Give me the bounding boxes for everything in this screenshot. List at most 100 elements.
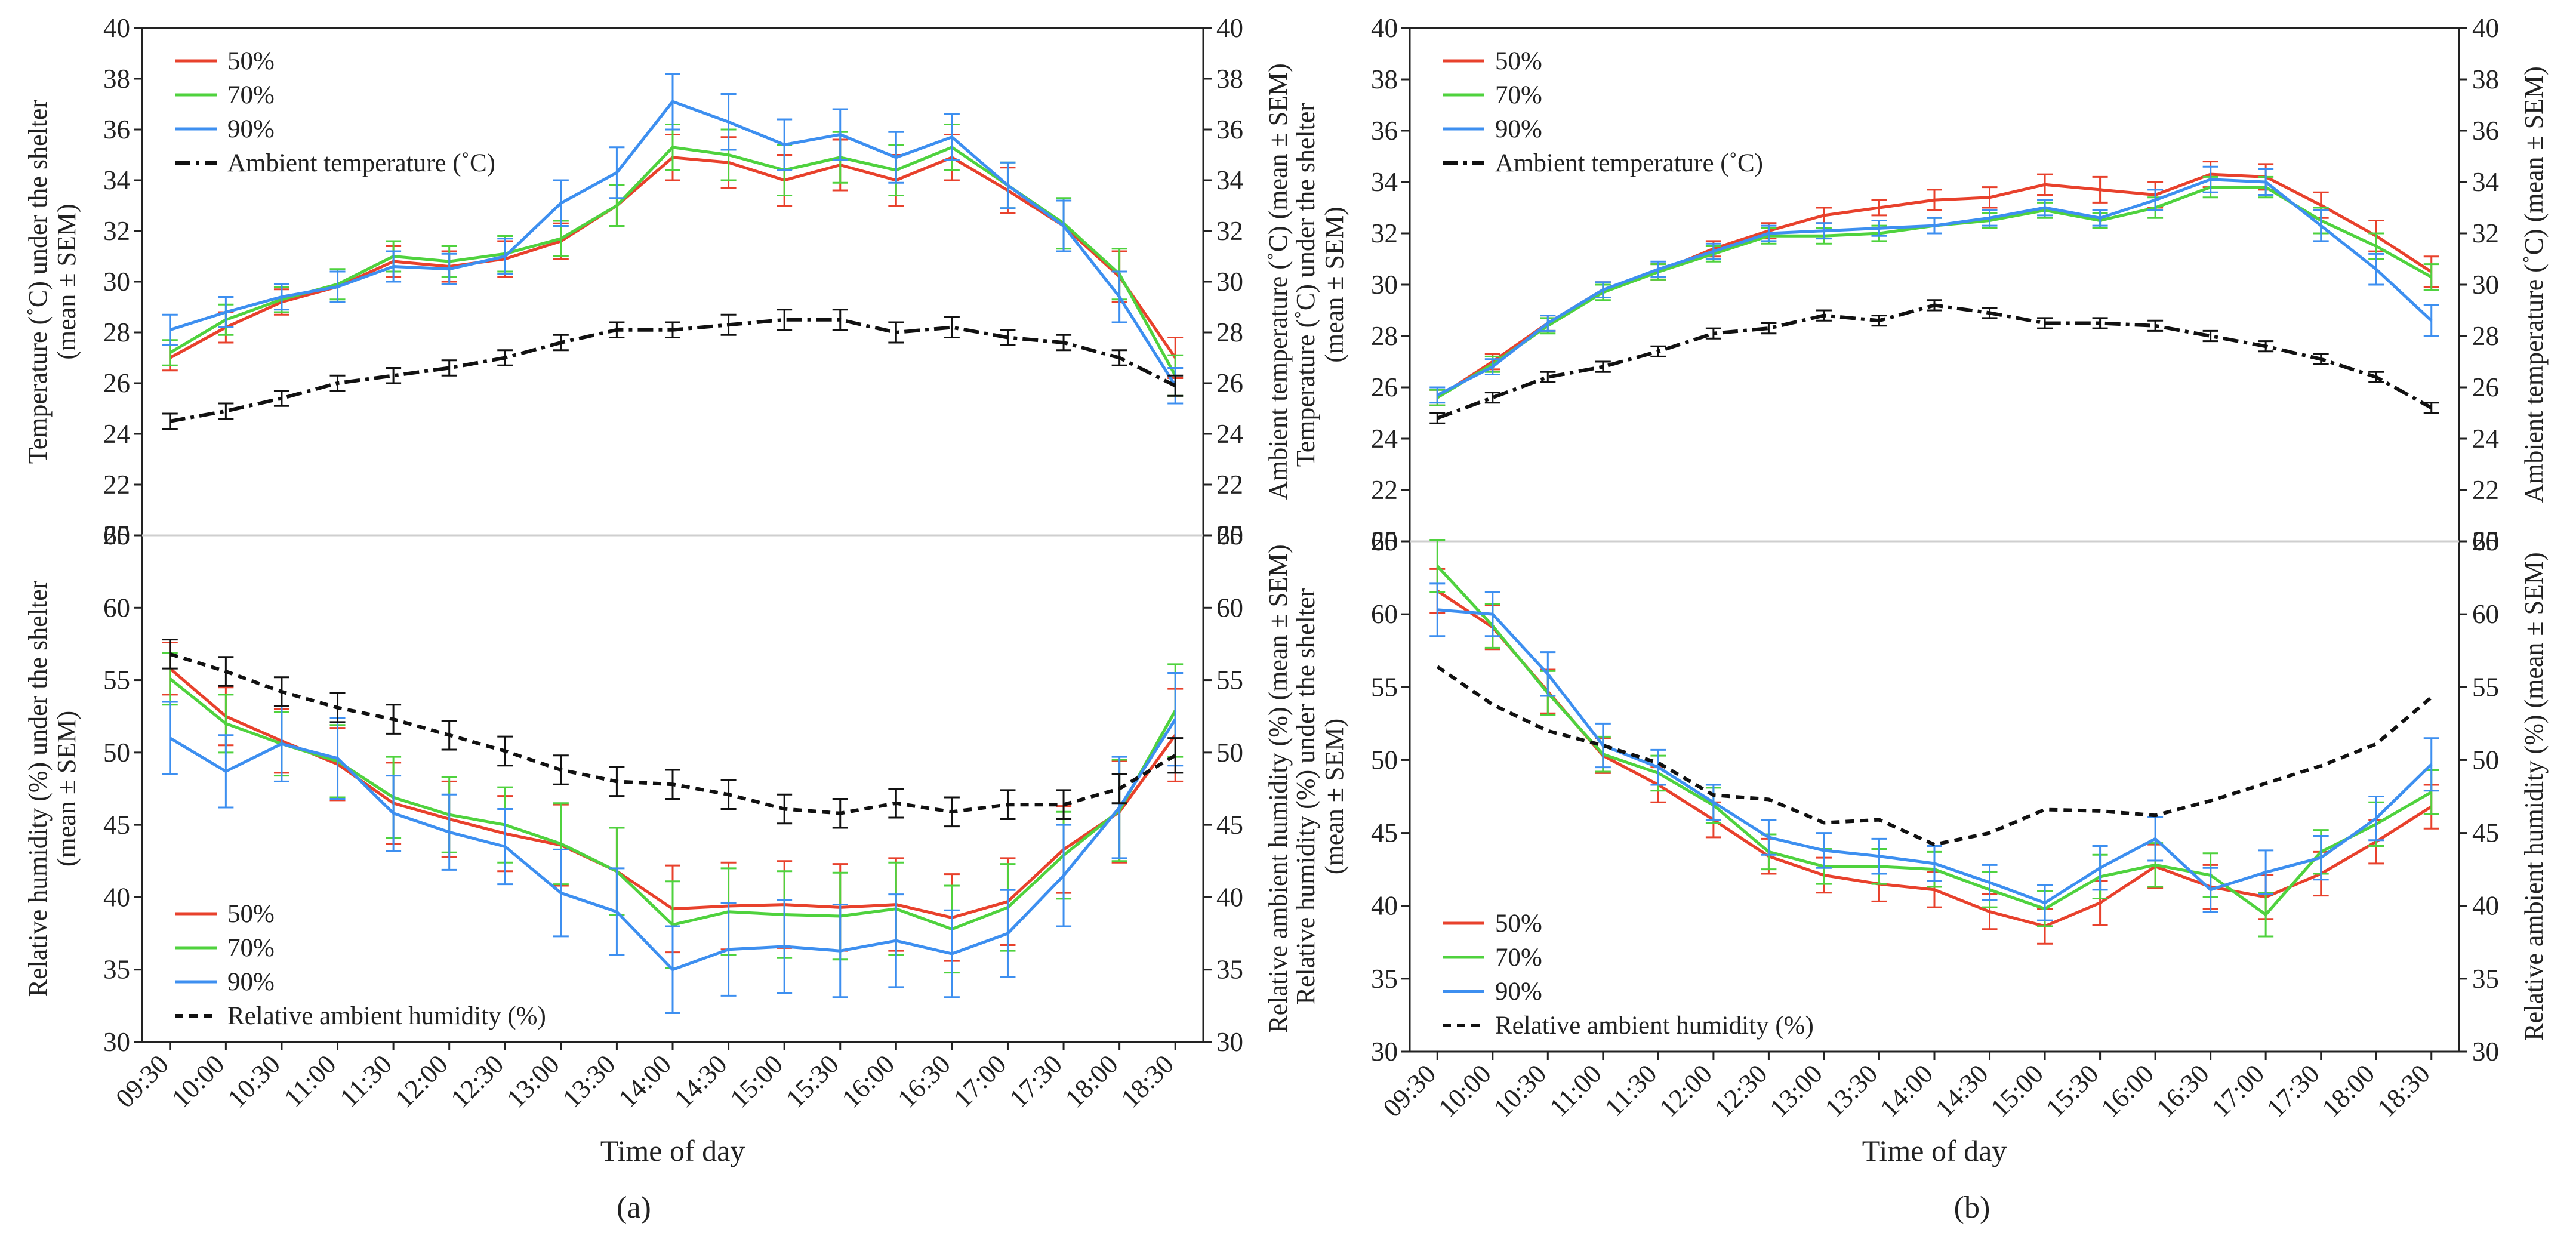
y-tick-label-right: 30: [2472, 270, 2499, 300]
series-line: [1437, 303, 2433, 420]
series-Ambient temperature (˚C): [1429, 299, 2439, 424]
x-tick-label: 11:00: [1543, 1059, 1607, 1123]
y-tick-label-left: 34: [103, 165, 130, 195]
y-tick-label-left: 38: [1371, 64, 1398, 94]
legend-label: 50%: [227, 47, 275, 75]
panel-b: 09:3010:0010:3011:0011:3012:0012:3013:00…: [1291, 13, 2549, 1225]
y-tick-label-right: 24: [1216, 419, 1243, 449]
x-tick-label: 17:00: [948, 1049, 1012, 1114]
series-line: [170, 318, 1176, 423]
panel-caption: (b): [1954, 1191, 1990, 1225]
x-tick-label: 16:30: [892, 1049, 956, 1114]
y-tick-label-right: 60: [1216, 593, 1243, 622]
panel-caption: (a): [617, 1191, 651, 1225]
y-tick-label-left: 40: [103, 882, 130, 912]
y-axis-label-right: Relative ambient humidity (%) (mean ± SE…: [1264, 544, 1293, 1032]
y-tick-label-left: 65: [1371, 526, 1398, 556]
bottom-subplot: 30 30 35 35 40 40 45 45 50 50 55 55 60 60 65 65 Relative…: [23, 520, 1293, 1057]
y-tick-label-left: 50: [103, 738, 130, 768]
y-tick-label-left: 65: [103, 520, 130, 550]
legend-label: 50%: [1495, 910, 1542, 938]
x-tick-label: 17:30: [2261, 1059, 2325, 1123]
y-tick-label-right: 40: [1216, 882, 1243, 912]
y-tick-label-left: 30: [103, 267, 130, 297]
y-tick-label-right: 34: [2472, 167, 2499, 197]
series-90%: [1429, 165, 2439, 404]
legend-label: 90%: [1495, 978, 1542, 1006]
legend-label: Ambient temperature (˚C): [227, 149, 495, 177]
legend-label: 70%: [227, 934, 275, 962]
y-tick-label-right: 50: [1216, 738, 1243, 768]
x-tick-label: 16:30: [2150, 1059, 2215, 1123]
y-axis-label-right: Ambient temperature (˚C) (mean ± SEM): [2519, 66, 2549, 503]
y-tick-label-left: 35: [1371, 964, 1398, 994]
legend: 50% 70% 90% Relative ambient humidity (%): [175, 900, 546, 1030]
y-tick-label-right: 34: [1216, 165, 1243, 195]
y-tick-label-right: 50: [2472, 745, 2499, 775]
y-tick-label-right: 28: [1216, 318, 1243, 347]
y-tick-label-right: 22: [2472, 475, 2499, 505]
y-tick-label-left: 28: [1371, 321, 1398, 351]
x-tick-label: 14:30: [1930, 1059, 1994, 1123]
series-line: [1437, 178, 2433, 397]
y-tick-label-left: 55: [103, 665, 130, 695]
y-tick-label-left: 36: [103, 115, 130, 144]
x-tick-label: 12:30: [1709, 1059, 1773, 1123]
x-tick-label: 18:00: [1059, 1049, 1124, 1114]
y-tick-label-right: 60: [2472, 599, 2499, 629]
y-tick-label-right: 26: [2472, 372, 2499, 402]
y-tick-label-left: 38: [103, 64, 130, 94]
y-tick-label-right: 40: [2472, 13, 2499, 43]
y-tick-label-right: 65: [1216, 520, 1243, 550]
y-tick-label-right: 36: [1216, 115, 1243, 144]
legend-label: Relative ambient humidity (%): [227, 1002, 546, 1030]
series-90%: [162, 671, 1184, 1014]
y-tick-label-left: 22: [1371, 475, 1398, 505]
x-tick-label: 13:30: [1819, 1059, 1884, 1123]
y-tick-label-right: 32: [2472, 218, 2499, 248]
x-tick-label: 13:00: [1764, 1059, 1828, 1123]
y-tick-label-right: 35: [1216, 955, 1243, 985]
x-tick-label: 17:00: [2205, 1059, 2270, 1123]
x-axis-label: Time of day: [1862, 1134, 2007, 1167]
x-tick-label: 14:30: [668, 1049, 733, 1114]
y-tick-label-left: 40: [103, 13, 130, 43]
y-tick-label-right: 55: [2472, 672, 2499, 702]
panel-a: 09:3010:0010:3011:0011:3012:0012:3013:00…: [23, 13, 1293, 1225]
x-tick-label: 16:00: [2095, 1059, 2159, 1123]
x-tick-label: 14:00: [1874, 1059, 1939, 1123]
y-tick-label-left: 40: [1371, 891, 1398, 921]
x-tick-label: 11:30: [334, 1049, 398, 1113]
y-tick-label-left: 36: [1371, 116, 1398, 146]
y-tick-label-left: 45: [1371, 818, 1398, 848]
x-axis-label: Time of day: [600, 1134, 745, 1167]
x-tick-label: 09:30: [110, 1049, 174, 1114]
x-tick-label: 18:00: [2316, 1059, 2380, 1123]
y-tick-label-right: 20: [1216, 520, 1243, 550]
series-Relative ambient humidity (%): [162, 639, 1184, 829]
y-tick-label-left: 26: [1371, 372, 1398, 402]
series-line: [169, 718, 1177, 972]
x-tick-label: 12:00: [1653, 1059, 1718, 1123]
x-tick-label: 17:30: [1003, 1049, 1068, 1114]
y-tick-label-left: 24: [1371, 424, 1398, 454]
series-line: [169, 652, 1176, 815]
x-tick-label: 12:30: [445, 1049, 509, 1114]
x-tick-label: 16:00: [836, 1049, 901, 1114]
y-tick-label-left: 24: [103, 419, 130, 449]
y-tick-label-right: 35: [2472, 964, 2499, 994]
legend-label: Ambient temperature (˚C): [1495, 149, 1763, 177]
legend-label: 90%: [1495, 115, 1542, 143]
y-tick-label-left: 22: [103, 470, 130, 500]
x-tick-label: 15:00: [724, 1049, 788, 1114]
series-line: [1436, 665, 2433, 847]
y-tick-label-left: 26: [103, 368, 130, 398]
y-tick-label-left: 50: [1371, 745, 1398, 775]
series-90%: [162, 73, 1184, 405]
y-tick-label-right: 30: [1216, 1027, 1243, 1057]
y-tick-label-right: 45: [2472, 818, 2499, 848]
x-tick-label: 13:00: [501, 1049, 565, 1114]
x-tick-label: 10:30: [221, 1049, 286, 1114]
x-tick-label: 18:30: [1115, 1049, 1179, 1114]
